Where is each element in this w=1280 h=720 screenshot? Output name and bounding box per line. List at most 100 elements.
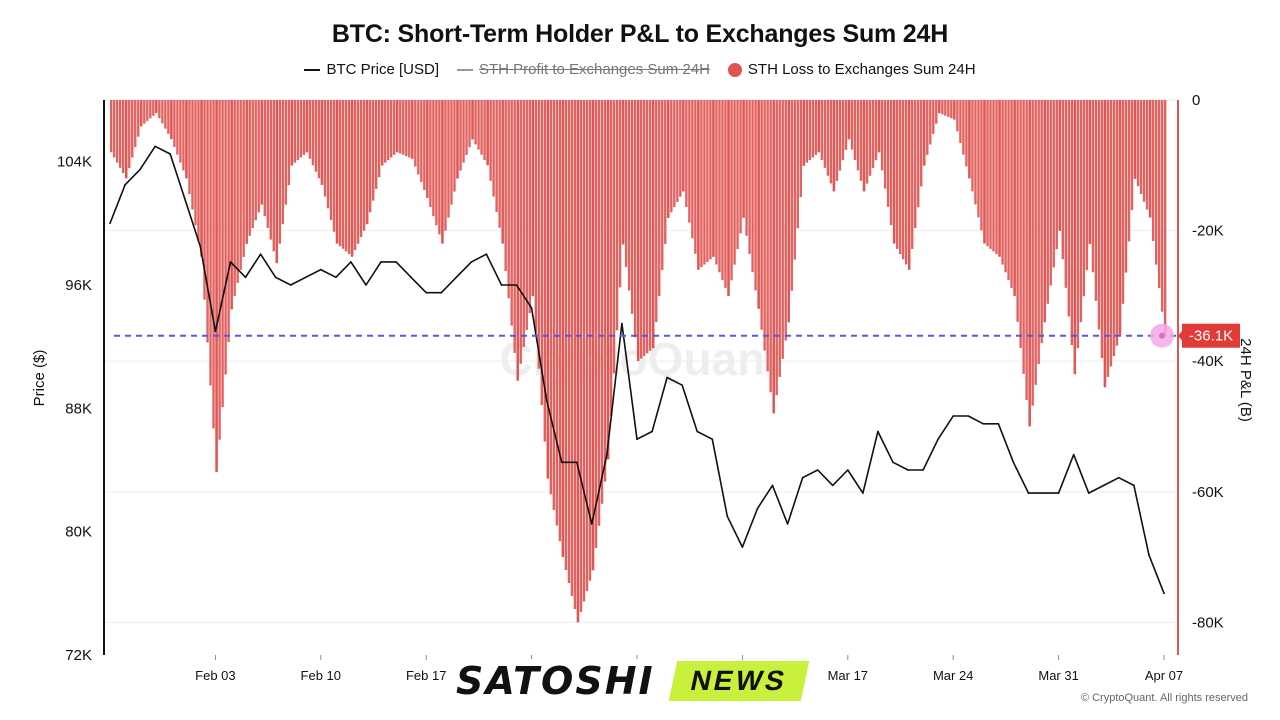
loss-bar bbox=[1004, 100, 1007, 273]
loss-bar bbox=[621, 100, 625, 244]
loss-bar bbox=[760, 100, 763, 330]
loss-bar bbox=[1157, 100, 1161, 289]
loss-bar bbox=[766, 100, 769, 372]
loss-bar bbox=[477, 100, 480, 150]
loss-bar bbox=[215, 100, 218, 473]
loss-bar bbox=[543, 100, 546, 442]
loss-bar bbox=[1070, 100, 1073, 346]
loss-bar bbox=[971, 100, 974, 192]
price-point bbox=[786, 523, 789, 525]
price-point bbox=[425, 291, 428, 294]
loss-bar bbox=[1085, 100, 1089, 271]
loss-bar bbox=[1061, 100, 1064, 260]
loss-bar bbox=[1100, 100, 1104, 359]
loss-bar bbox=[1121, 100, 1125, 304]
price-point bbox=[304, 276, 307, 279]
loss-bar bbox=[799, 100, 802, 198]
loss-bar bbox=[661, 100, 664, 271]
marker-label-arrow bbox=[1178, 329, 1183, 342]
loss-bar bbox=[134, 100, 137, 148]
marker-label: -36.1K bbox=[1189, 328, 1233, 345]
loss-bar bbox=[317, 100, 321, 179]
legend-item-sth-profit[interactable]: STH Profit to Exchanges Sum 24H bbox=[456, 61, 710, 78]
loss-bar bbox=[914, 100, 917, 229]
loss-bar bbox=[670, 100, 673, 213]
loss-bar bbox=[119, 100, 122, 168]
loss-bar bbox=[898, 100, 902, 255]
price-point bbox=[1133, 484, 1135, 487]
loss-bar bbox=[850, 100, 854, 150]
loss-bar bbox=[203, 100, 206, 300]
price-point bbox=[726, 515, 729, 518]
loss-bar bbox=[703, 100, 706, 265]
loss-bar bbox=[775, 100, 778, 396]
loss-bar bbox=[862, 100, 866, 192]
loss-bar bbox=[980, 100, 983, 231]
loss-bar bbox=[983, 100, 986, 244]
loss-bar bbox=[176, 100, 179, 155]
loss-bar bbox=[405, 100, 408, 157]
legend-item-sth-loss[interactable]: STH Loss to Exchanges Sum 24H bbox=[727, 61, 976, 78]
loss-bar bbox=[730, 100, 733, 281]
loss-bar bbox=[501, 100, 504, 244]
loss-bar bbox=[161, 100, 164, 124]
loss-bar bbox=[290, 100, 294, 166]
loss-bar bbox=[1139, 100, 1143, 194]
price-point bbox=[289, 284, 292, 286]
price-point bbox=[184, 199, 187, 202]
loss-bar bbox=[832, 100, 836, 192]
loss-bar bbox=[1127, 100, 1131, 242]
loss-bar bbox=[365, 100, 369, 225]
loss-bar bbox=[260, 100, 263, 205]
loss-bar bbox=[525, 100, 528, 331]
price-point bbox=[1087, 492, 1090, 494]
loss-bar bbox=[212, 100, 215, 429]
loss-bar bbox=[266, 100, 269, 228]
price-point bbox=[982, 422, 985, 425]
loss-bar bbox=[609, 100, 613, 417]
loss-bar bbox=[1082, 100, 1086, 297]
loss-bar bbox=[528, 100, 531, 314]
loss-bar bbox=[420, 100, 423, 183]
loss-bar bbox=[992, 100, 995, 252]
loss-bar bbox=[570, 100, 574, 597]
loss-bar bbox=[164, 100, 167, 129]
price-point bbox=[214, 330, 217, 333]
loss-bar bbox=[841, 100, 845, 161]
loss-bar bbox=[883, 100, 887, 189]
legend-item-btc-price[interactable]: BTC Price [USD] bbox=[304, 61, 439, 78]
loss-bar bbox=[603, 100, 607, 482]
loss-bar bbox=[624, 100, 628, 268]
price-point bbox=[575, 461, 578, 464]
loss-bar bbox=[697, 100, 700, 270]
loss-bar bbox=[679, 100, 682, 197]
loss-bar bbox=[140, 100, 143, 127]
x-tick-label: Mar 17 bbox=[828, 668, 868, 683]
copyright-text: © CryptoQuant. All rights reserved bbox=[1080, 692, 1248, 704]
loss-bar bbox=[170, 100, 173, 140]
loss-bar bbox=[582, 100, 586, 602]
legend-label: STH Loss to Exchanges Sum 24H bbox=[747, 61, 976, 78]
loss-bar bbox=[239, 100, 242, 270]
loss-bar bbox=[962, 100, 965, 155]
price-point bbox=[922, 469, 924, 471]
loss-bar bbox=[537, 100, 540, 369]
loss-bar bbox=[643, 100, 646, 356]
legend-line-icon bbox=[304, 68, 321, 71]
loss-bar bbox=[131, 100, 134, 158]
price-point bbox=[560, 461, 563, 464]
loss-bar bbox=[504, 100, 507, 271]
loss-bar bbox=[682, 100, 685, 192]
loss-bar bbox=[540, 100, 543, 406]
loss-bar bbox=[194, 100, 197, 226]
loss-bar bbox=[531, 100, 534, 296]
price-point bbox=[892, 461, 894, 464]
price-point bbox=[395, 261, 397, 263]
loss-bar bbox=[1043, 100, 1046, 322]
loss-bar bbox=[709, 100, 712, 260]
loss-bar bbox=[817, 100, 821, 153]
loss-bar bbox=[1028, 100, 1031, 427]
loss-bar bbox=[495, 100, 498, 213]
loss-bar bbox=[1019, 100, 1022, 348]
loss-bar bbox=[353, 100, 357, 251]
